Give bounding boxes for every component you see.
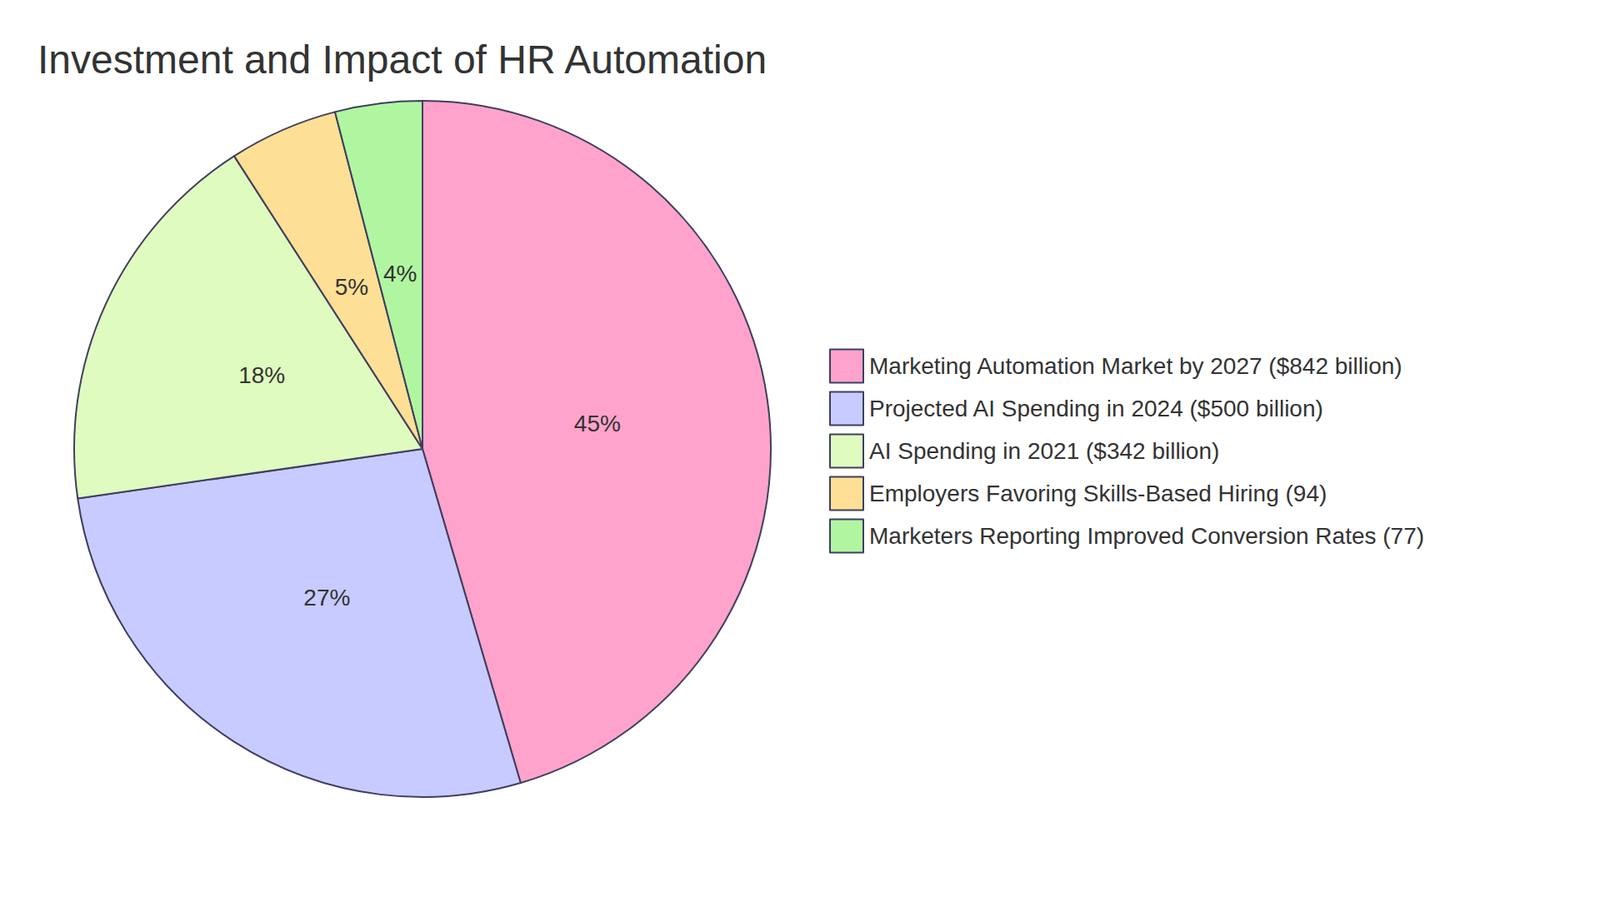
- svg-text:Investment and Impact of HR Au: Investment and Impact of HR Automation: [37, 37, 767, 82]
- svg-text:Employers Favoring Skills-Base: Employers Favoring Skills-Based Hiring (…: [869, 480, 1327, 507]
- svg-text:5%: 5%: [335, 274, 369, 300]
- svg-text:Marketing Automation Market by: Marketing Automation Market by 2027 ($84…: [869, 353, 1403, 380]
- svg-text:Projected AI Spending in 2024: Projected AI Spending in 2024 ($500 bill…: [869, 395, 1324, 422]
- svg-text:4%: 4%: [383, 260, 417, 287]
- svg-text:AI Spending in 2021 ($342 bill: AI Spending in 2021 ($342 billion): [869, 438, 1220, 465]
- svg-text:Marketers Reporting Improved C: Marketers Reporting Improved Conversion …: [869, 523, 1425, 550]
- svg-text:45%: 45%: [574, 410, 621, 437]
- svg-text:18%: 18%: [238, 362, 285, 389]
- svg-text:27%: 27%: [303, 585, 350, 611]
